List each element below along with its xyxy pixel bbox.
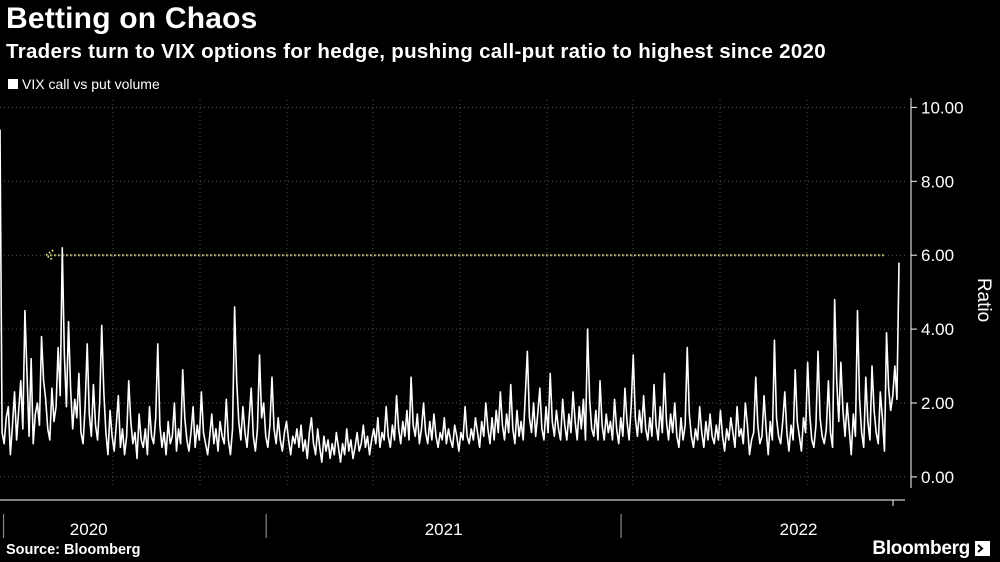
y-axis: 0.00 2.00 4.00 6.00 8.00 10.00	[910, 98, 964, 488]
x-tick-label: 2020	[70, 520, 108, 539]
reference-annotation	[44, 249, 884, 262]
chart-subtitle: Traders turn to VIX options for hedge, p…	[6, 40, 826, 63]
brand-logo: Bloomberg	[872, 538, 970, 559]
y-tick-label: 0.00	[921, 468, 954, 487]
x-tick-label: 2022	[780, 520, 818, 539]
arrowhead-icon	[44, 249, 54, 262]
terminal-icon	[975, 541, 990, 556]
x-axis: 2020 2021 2022	[0, 499, 905, 539]
series-line-vix-call-put	[0, 129, 900, 463]
y-tick-label: 4.00	[921, 320, 954, 339]
source-note: Source: Bloomberg	[6, 542, 141, 558]
y-tick-label: 10.00	[921, 98, 964, 117]
y-tick-label: 2.00	[921, 394, 954, 413]
grid	[0, 100, 905, 488]
y-axis-label: Ratio	[973, 278, 994, 322]
y-tick-label: 6.00	[921, 246, 954, 265]
legend-label: VIX call vs put volume	[22, 76, 160, 92]
chart-title: Betting on Chaos	[6, 2, 258, 35]
legend-swatch-icon	[8, 79, 18, 89]
x-tick-label: 2021	[425, 520, 463, 539]
y-tick-label: 8.00	[921, 172, 954, 191]
legend: VIX call vs put volume	[8, 76, 160, 92]
